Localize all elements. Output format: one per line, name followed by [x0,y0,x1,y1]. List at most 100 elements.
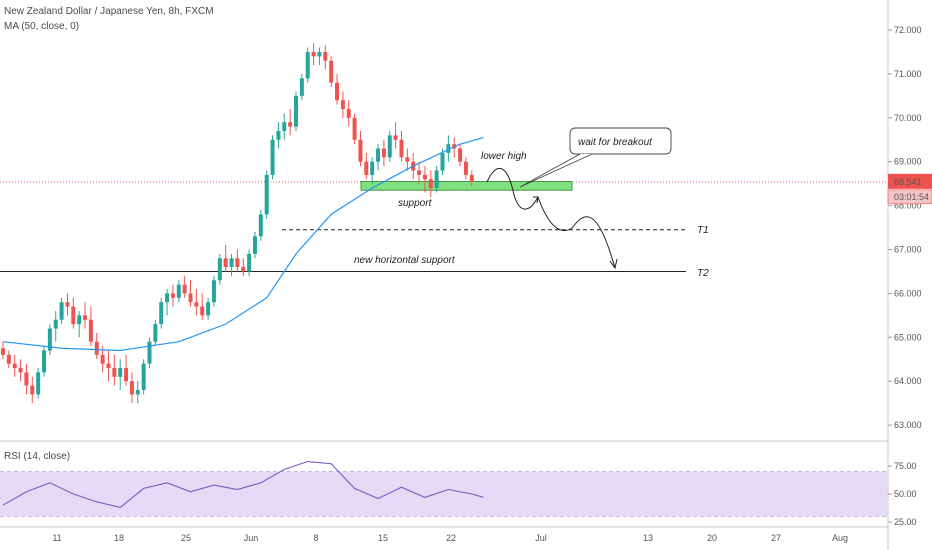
candle-body [24,372,29,386]
candle-body [446,144,451,153]
candle-body [258,214,263,237]
candle-body [428,179,433,189]
candle-body [381,148,386,158]
candle-body [235,258,240,268]
candle-body [182,284,187,294]
candle-body [335,82,340,101]
candle-body [206,302,211,316]
price-tick-label: 63.000 [894,420,922,430]
ma-50-line [2,136,484,352]
candle-body [299,78,304,96]
candle-body [264,174,269,215]
time-tick-label: 20 [707,533,717,543]
candle-body [53,319,58,329]
axes: 72.000 71.000 70.000 69.000 68.000 67.000 66.0… [52,25,932,543]
price-tick-label: 69.000 [894,157,922,167]
rsi-tick-label: 50.00 [894,489,917,499]
candle-body [241,267,246,272]
support-zone [360,181,573,191]
candle-body [77,315,82,325]
candle-body [176,284,181,298]
candle-body [170,293,175,298]
candle-body [440,152,445,171]
candle-body [94,341,99,355]
lower-high-label: lower high [481,151,527,162]
candle-body [141,363,146,390]
candle-body [159,302,164,325]
rsi-indicator-label: RSI (14, close) [4,451,71,462]
candle-body [147,341,152,364]
time-tick-label: 15 [378,533,388,543]
candle-body [282,122,287,131]
candles [1,43,474,404]
time-tick-label: 11 [52,533,61,543]
candle-body [364,161,369,175]
rsi-tick-label: 25.00 [894,517,917,527]
ma-indicator-label: MA (50, close, 0) [4,21,80,32]
countdown-label: 03:01:54 [894,192,929,202]
candle-body [229,258,234,268]
price-tick-label: 65.000 [894,332,922,342]
candle-body [458,148,463,162]
candle-body [165,293,170,303]
current-price-badge [888,173,932,189]
candle-body [352,117,357,140]
breakout-arrowhead [533,196,539,204]
candle-body [124,368,129,382]
grid [0,0,889,550]
time-tick-label: Jul [535,533,547,543]
candle-body [100,354,105,364]
callout-pointer [519,153,593,188]
countdown-badge [887,189,932,205]
chart-title: New Zealand Dollar / Japanese Yen, 8h, F… [4,6,214,17]
price-tick-label: 64.000 [894,376,922,386]
rsi-tick-label: 75.00 [894,461,917,471]
time-tick-label: 18 [114,533,124,543]
candle-body [83,315,88,320]
levels [0,181,888,272]
candle-body [6,354,11,364]
price-tick-label: 70.000 [894,113,922,123]
candle-body [223,258,228,268]
candle-body [247,253,252,272]
candle-body [317,51,322,57]
candle-body [387,135,392,158]
time-tick-label: Jun [244,533,259,543]
candle-body [434,170,439,189]
callout-text: wait for breakout [578,137,653,148]
rsi-panel [0,460,888,517]
candle-body [399,139,404,158]
candle-body [12,363,17,369]
new-horizontal-support-label: new horizontal support [354,255,456,266]
candle-body [270,139,275,175]
candle-body [18,368,23,373]
candle-body [211,280,216,303]
candle-body [393,135,398,140]
annotations: support lower high new horizontal support T… [354,127,709,279]
candle-body [153,324,158,342]
candle-body [276,130,281,140]
ma-line [2,136,484,352]
candle-body [417,170,422,175]
candle-body [118,368,123,377]
candle-body [376,148,381,162]
candle-body [106,363,111,369]
time-tick-label: 13 [643,533,653,543]
candle-body [194,302,199,307]
candle-body [422,174,427,180]
candle-body [129,381,134,395]
t2-label: T2 [697,268,709,279]
candle-body [30,385,35,395]
candle-body [59,302,64,320]
candle-body [469,174,474,182]
candle-body [311,51,316,57]
current-price-label: 68.541 [894,177,922,187]
time-tick-label: 8 [313,533,318,543]
candle-body [288,122,293,127]
candle-body [346,109,351,118]
price-tick-label: 67.000 [894,245,922,255]
candle-body [71,306,76,325]
candle-body [217,258,222,281]
callout-box [569,127,672,155]
